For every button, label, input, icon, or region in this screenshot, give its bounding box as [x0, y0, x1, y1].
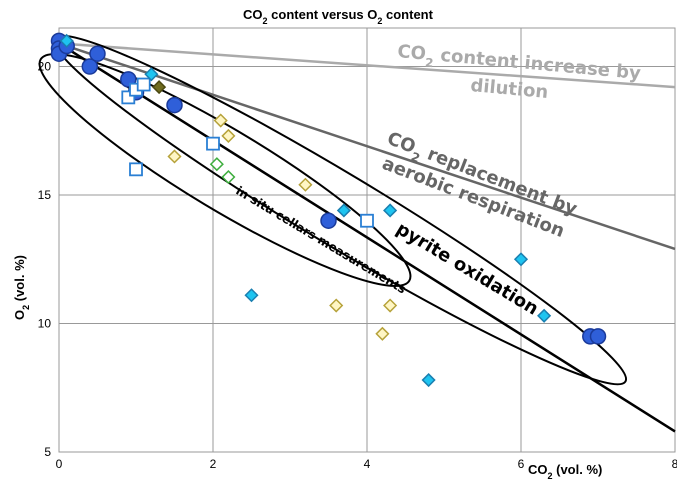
cyan-diamond-point [513, 252, 529, 267]
yellow-diamond-point [167, 149, 182, 164]
green-diamond-point [209, 157, 224, 172]
x-tick-label: 2 [210, 457, 217, 471]
blue-circle-point [166, 96, 183, 114]
yellow-diamond-point [383, 298, 398, 313]
y-tick-label: 15 [38, 188, 52, 202]
data-points [50, 32, 607, 388]
reference-line [58, 42, 676, 433]
y-tick-label: 10 [38, 317, 52, 331]
y-tick-label: 5 [44, 445, 51, 459]
cyan-diamond-point [336, 203, 351, 218]
blue-circle-point [589, 328, 607, 345]
x-tick-label: 8 [672, 457, 677, 471]
cyan-diamond-point [144, 67, 159, 82]
open-square-point [129, 162, 143, 177]
open-square-point [360, 213, 374, 228]
x-tick-label: 6 [518, 457, 525, 471]
y-axis-label: O2 (vol. %) [12, 255, 31, 320]
blue-circle-point [320, 212, 337, 229]
reference-line [58, 42, 676, 89]
dilution-label-line2: dilution [470, 75, 550, 103]
x-axis-ticks: 0 2 4 6 8 [56, 457, 677, 471]
olive-diamond-point [152, 80, 167, 95]
cyan-diamond-point [383, 203, 398, 218]
yellow-diamond-point [375, 326, 390, 341]
x-tick-label: 0 [56, 457, 63, 471]
insitu-label: in situ cellars measurements [233, 184, 408, 297]
grid [58, 27, 676, 453]
yellow-diamond-point [329, 298, 344, 313]
open-square-point [206, 136, 220, 151]
x-tick-label: 4 [364, 457, 371, 471]
chart-title: CO2 content versus O2 content [243, 7, 434, 26]
reference-lines [58, 42, 676, 433]
cyan-diamond-point [244, 288, 259, 303]
yellow-diamond-point [213, 113, 228, 128]
x-axis-label: CO2 (vol. %) [528, 462, 602, 481]
blue-circle-point [81, 58, 99, 75]
open-square-point [136, 77, 151, 92]
cyan-diamond-point [421, 372, 436, 388]
blue-circle-point [89, 45, 106, 62]
yellow-diamond-point [221, 128, 236, 143]
reference-line [58, 42, 676, 251]
insitu-ellipse [38, 53, 412, 287]
cyan-diamond-point [537, 308, 552, 323]
yellow-diamond-point [298, 177, 313, 192]
cyan-diamond-point [59, 33, 74, 48]
green-diamond-point [221, 169, 236, 185]
